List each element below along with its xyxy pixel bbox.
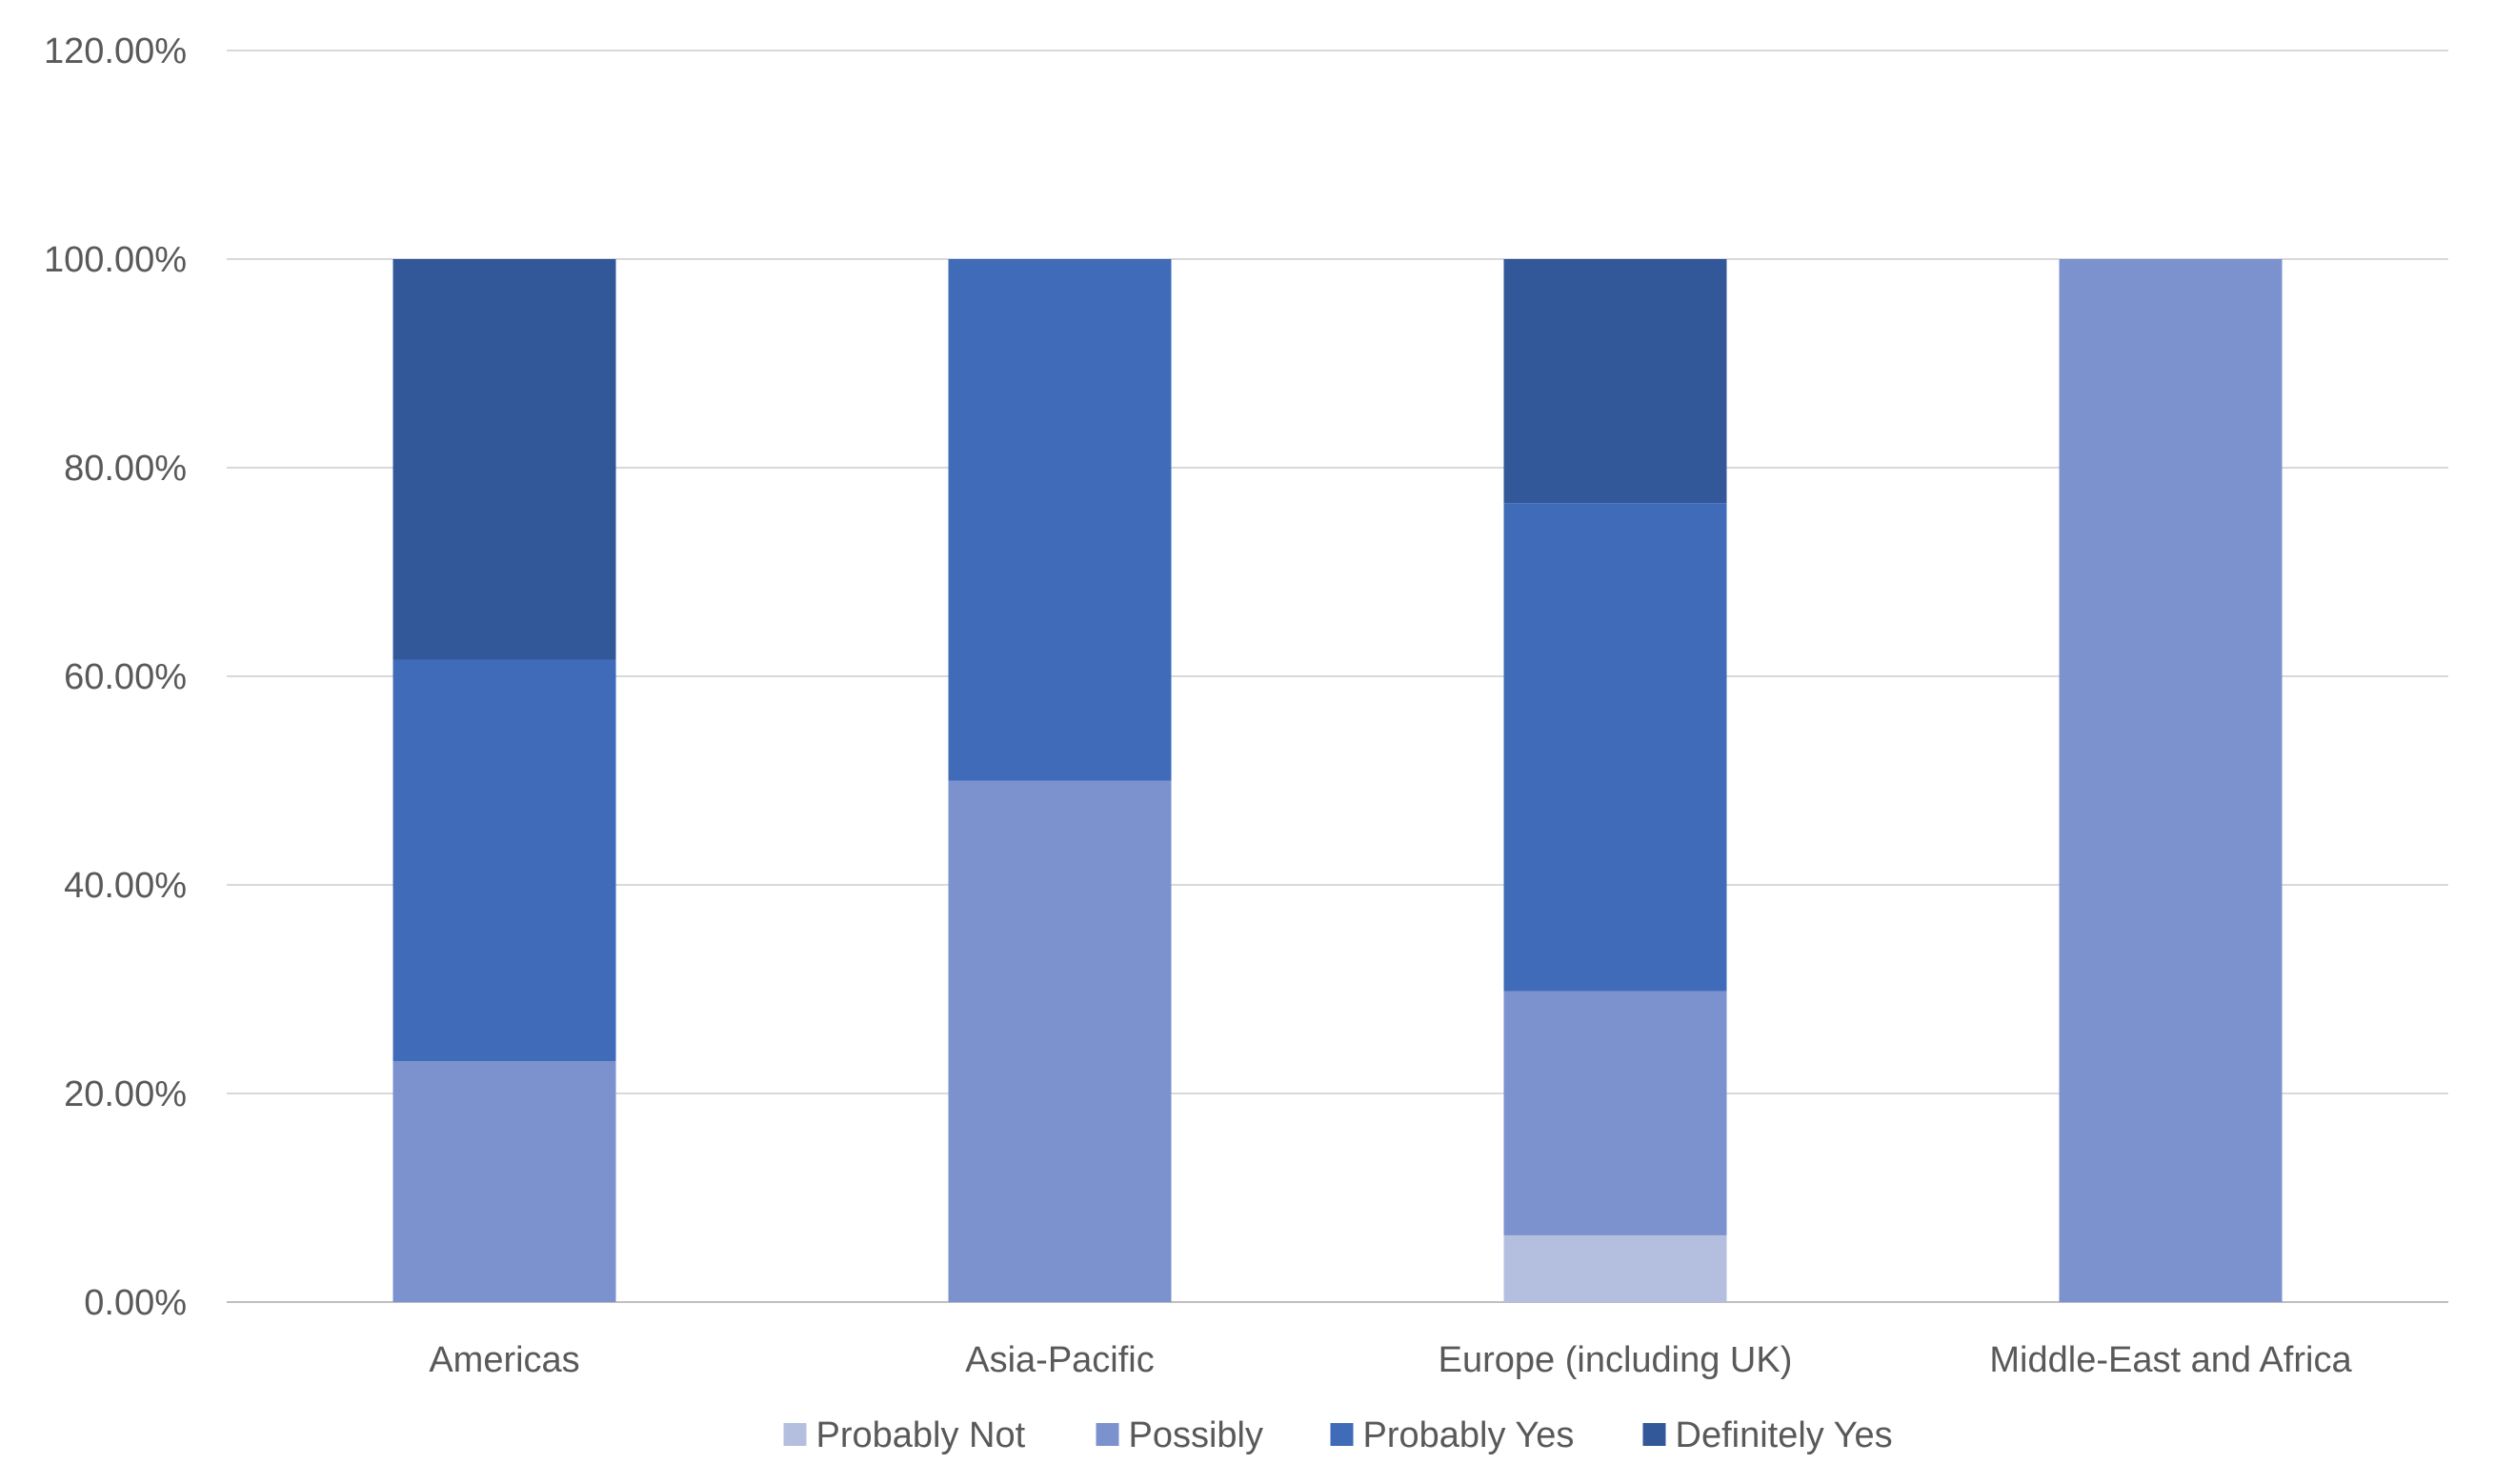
legend-swatch <box>1330 1423 1354 1446</box>
bar-segment <box>392 259 616 660</box>
legend-label: Possibly <box>1129 1415 1264 1455</box>
x-category-label: Americas <box>429 1340 579 1380</box>
bar-segment <box>1503 503 1727 992</box>
bar-segment <box>948 780 1172 1302</box>
y-tick-label: 20.00% <box>64 1074 187 1114</box>
legend-label: Probably Not <box>816 1415 1026 1455</box>
bar-segment <box>1503 991 1727 1235</box>
y-tick-label: 100.00% <box>44 240 187 280</box>
y-tick-label: 60.00% <box>64 657 187 697</box>
bar-segment <box>1503 1234 1727 1302</box>
bar-segment <box>2059 259 2283 1302</box>
bar-segment <box>948 259 1172 781</box>
x-category-label: Europe (including UK) <box>1439 1340 1793 1380</box>
legend-swatch <box>1096 1423 1119 1446</box>
bar-segment <box>392 1061 616 1302</box>
x-category-label: Asia-Pacific <box>965 1340 1155 1380</box>
x-axis-categories: Americas Asia-Pacific Europe (including UK… <box>429 1340 2352 1380</box>
y-tick-label: 120.00% <box>44 31 187 71</box>
y-tick-label: 80.00% <box>64 449 187 489</box>
y-tick-label: 0.00% <box>84 1283 187 1323</box>
bars <box>392 259 2283 1302</box>
x-category-label: Middle-East and Africa <box>1989 1340 2352 1380</box>
legend-label: Definitely Yes <box>1676 1415 1893 1455</box>
legend-swatch <box>1642 1423 1666 1446</box>
y-tick-label: 40.00% <box>64 866 187 906</box>
bar-segment <box>392 659 616 1062</box>
legend-label: Probably Yes <box>1363 1415 1575 1455</box>
bar-segment <box>1503 259 1727 504</box>
y-axis-ticks: 0.00% 20.00% 40.00% 60.00% 80.00% 100.00% 120.… <box>44 31 187 1323</box>
legend-swatch <box>783 1423 807 1446</box>
legend: Probably Not Possibly Probably Yes Definite… <box>783 1415 1893 1455</box>
